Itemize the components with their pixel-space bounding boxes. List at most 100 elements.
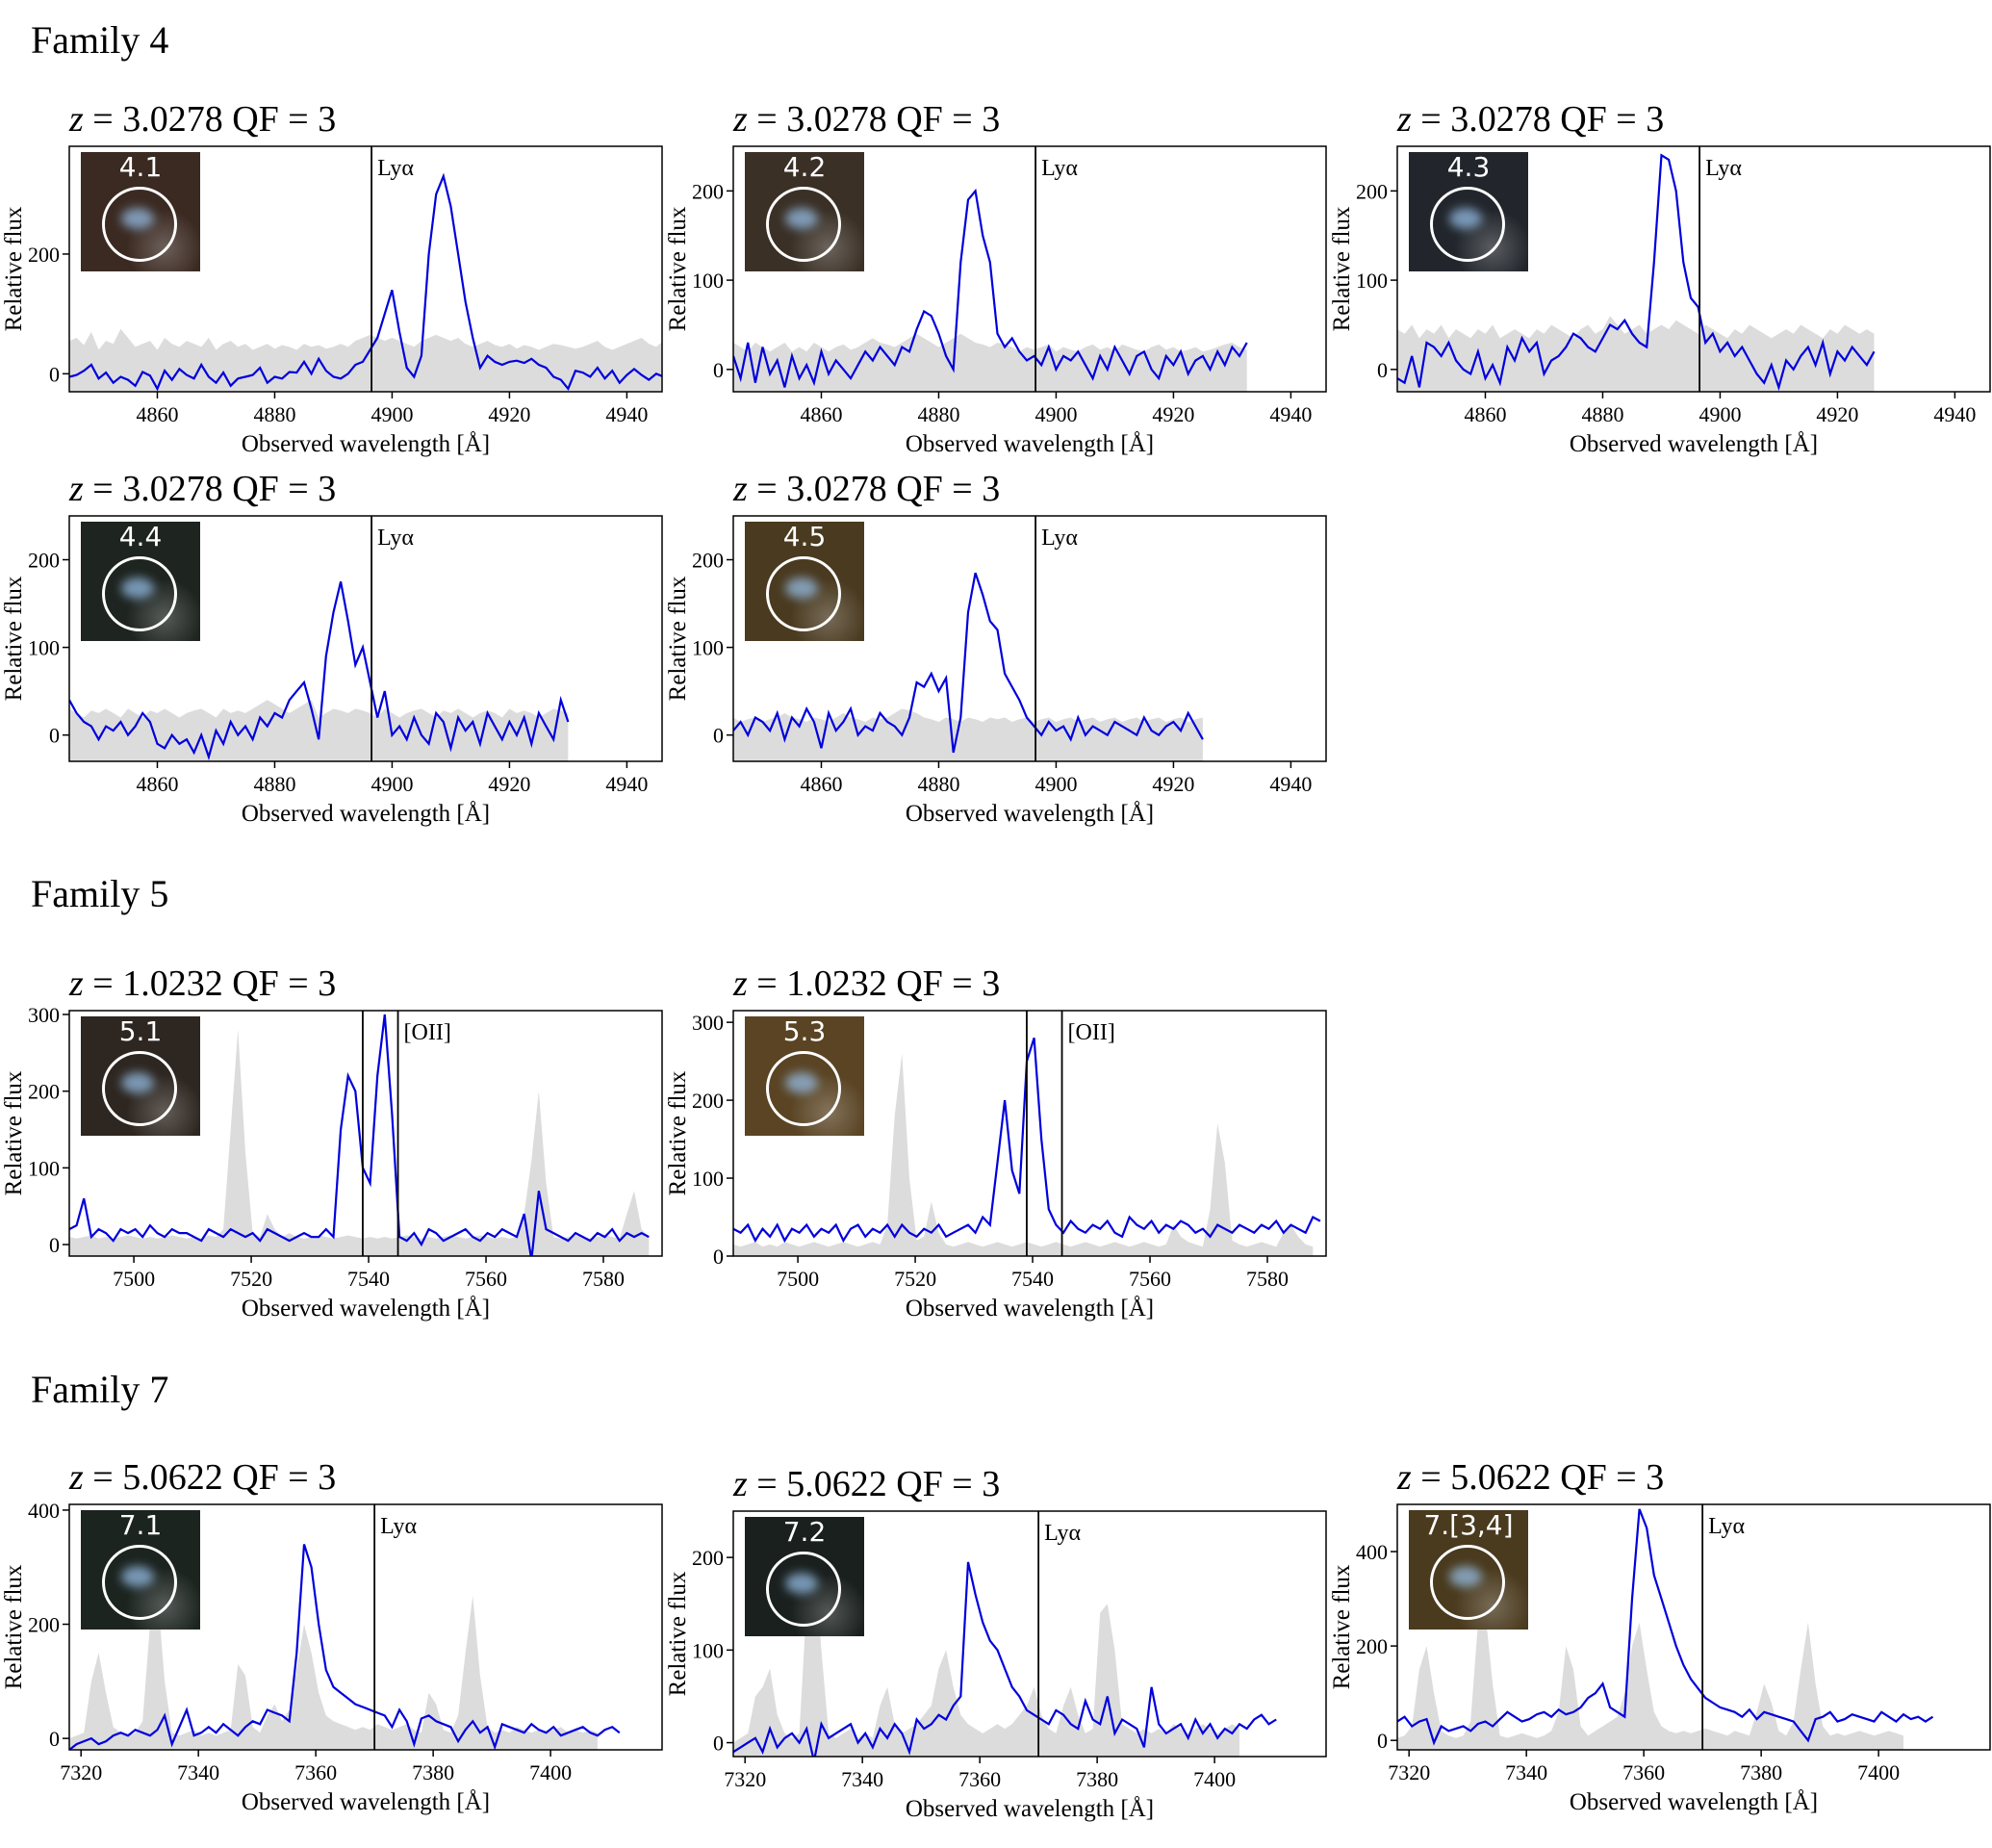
x-tick-label: 4860 (1464, 402, 1506, 426)
x-tick-label: 4940 (1933, 402, 1976, 426)
line-label: Lyα (377, 526, 414, 551)
spectrum-panel: z = 3.0278 QF = 3 Lyα 4860 4880 4900 4920 4940… (0, 469, 664, 853)
flux-line (69, 1544, 621, 1750)
x-axis-label: Observed wavelength [Å] (242, 1789, 490, 1815)
y-tick-label: 200 (28, 243, 60, 267)
family-heading-5: Family 5 (31, 872, 169, 915)
image-id-label: 7.[3,4] (1423, 1510, 1514, 1541)
redshift-qf-value: = 5.0622 QF = 3 (1411, 1457, 1665, 1498)
redshift-qf-value: = 3.0278 QF = 3 (83, 99, 337, 140)
x-tick-label: 7540 (347, 1267, 390, 1291)
line-label: Lyα (1708, 1514, 1745, 1539)
y-tick-label: 0 (713, 724, 724, 748)
flux-line (69, 581, 570, 761)
image-id-label: 4.4 (118, 522, 163, 552)
redshift-qf-value: = 1.0232 QF = 3 (747, 963, 1001, 1004)
spectrum-panel: z = 3.0278 QF = 3 Lyα 4860 4880 4900 4920 4940… (664, 99, 1328, 483)
y-tick-label: 300 (692, 1011, 724, 1035)
redshift-qf-value: = 3.0278 QF = 3 (747, 99, 1001, 140)
noise-band (1397, 316, 1875, 392)
x-tick-label: 7360 (958, 1767, 1001, 1791)
plot-frame (732, 1510, 1327, 1758)
aperture-circle (102, 556, 177, 631)
x-tick-label: 4900 (370, 402, 413, 426)
image-id-label: 4.5 (782, 522, 827, 552)
x-tick-label: 7400 (529, 1760, 572, 1784)
y-axis-label: Relative flux (1, 576, 27, 701)
line-label: [OII] (1068, 1020, 1115, 1045)
panel-title: z = 3.0278 QF = 3 (69, 468, 336, 510)
x-tick-label: 7320 (1388, 1760, 1430, 1784)
postage-stamp-image: 7.[3,4] (1409, 1510, 1528, 1630)
x-tick-label: 7560 (1129, 1267, 1171, 1291)
x-tick-label: 7360 (1622, 1760, 1665, 1784)
redshift-symbol: z (733, 963, 748, 1004)
y-tick-label: 0 (1377, 358, 1388, 382)
x-tick-label: 4940 (605, 402, 648, 426)
x-tick-label: 4860 (800, 772, 842, 796)
redshift-qf-value: = 5.0622 QF = 3 (747, 1464, 1001, 1504)
redshift-qf-value: = 5.0622 QF = 3 (83, 1457, 337, 1498)
spectrum-panel: z = 3.0278 QF = 3 Lyα 4860 4880 4900 4920 4940… (1328, 99, 1992, 483)
redshift-qf-value: = 3.0278 QF = 3 (747, 469, 1001, 509)
y-tick-label: 100 (692, 1638, 724, 1662)
flux-line (733, 572, 1204, 754)
y-axis-label: Relative flux (665, 1070, 691, 1195)
postage-stamp-image: 7.1 (81, 1510, 200, 1630)
aperture-circle (102, 1051, 177, 1126)
line-label: Lyα (1041, 156, 1078, 181)
panel-title: z = 1.0232 QF = 3 (69, 962, 336, 1005)
spectrum-panel: z = 5.0622 QF = 3 Lyα 7320 7340 7360 7380 7400… (664, 1464, 1328, 1848)
x-tick-label: 4920 (1816, 402, 1858, 426)
plot-frame (68, 515, 663, 762)
y-tick-label: 0 (49, 362, 60, 386)
x-tick-label: 7340 (1505, 1760, 1547, 1784)
spectrum-chart: Lyα 4860 4880 4900 4920 4940 0 100 200 Observed w… (1, 515, 663, 827)
x-tick-label: 7380 (1076, 1767, 1118, 1791)
panel-title: z = 1.0232 QF = 3 (733, 962, 1000, 1005)
x-tick-label: 4880 (1581, 402, 1623, 426)
y-axis-label: Relative flux (665, 206, 691, 331)
x-tick-label: 4860 (136, 772, 178, 796)
x-tick-label: 7520 (230, 1267, 272, 1291)
redshift-symbol: z (733, 99, 748, 140)
spectrum-panel: z = 1.0232 QF = 3 [OII] 7500 7520 7540 7560 75… (0, 963, 664, 1348)
y-tick-label: 200 (1356, 1634, 1388, 1658)
spectrum-chart: Lyα 7320 7340 7360 7380 7400 0 100 200 Observed w… (665, 1510, 1327, 1822)
aperture-circle (766, 556, 841, 631)
panel-title: z = 3.0278 QF = 3 (733, 468, 1000, 510)
redshift-symbol: z (1397, 99, 1412, 140)
y-axis-label: Relative flux (1329, 206, 1355, 331)
flux-line (69, 1014, 650, 1256)
y-axis-label: Relative flux (665, 576, 691, 701)
y-tick-label: 0 (713, 1245, 724, 1269)
x-tick-label: 7540 (1011, 1267, 1054, 1291)
spectrum-chart: Lyα 7320 7340 7360 7380 7400 0 200 400 Observed w… (1329, 1503, 1991, 1815)
y-tick-label: 0 (713, 358, 724, 382)
panel-title: z = 5.0622 QF = 3 (1397, 1456, 1664, 1499)
y-tick-label: 0 (49, 1727, 60, 1751)
x-tick-label: 7380 (412, 1760, 454, 1784)
x-tick-label: 4880 (917, 402, 959, 426)
line-label: Lyα (380, 1514, 417, 1539)
x-tick-label: 7400 (1857, 1760, 1900, 1784)
x-tick-label: 7520 (894, 1267, 936, 1291)
noise-band (733, 1557, 1239, 1757)
aperture-circle (1430, 187, 1505, 262)
x-tick-label: 4860 (800, 402, 842, 426)
image-id-label: 7.1 (118, 1510, 163, 1541)
spectrum-chart: Lyα 4860 4880 4900 4920 4940 0 100 200 Observed w… (665, 515, 1327, 827)
x-tick-label: 7340 (177, 1760, 219, 1784)
postage-stamp-image: 5.1 (81, 1016, 200, 1136)
aperture-circle (766, 1051, 841, 1126)
x-tick-label: 7320 (60, 1760, 102, 1784)
noise-band (733, 708, 1203, 761)
y-tick-label: 100 (28, 636, 60, 660)
redshift-symbol: z (1397, 1457, 1412, 1498)
x-tick-label: 4880 (253, 772, 295, 796)
x-tick-label: 4920 (488, 402, 530, 426)
y-tick-label: 200 (28, 1613, 60, 1637)
y-axis-label: Relative flux (665, 1571, 691, 1696)
line-label: Lyα (1044, 1521, 1081, 1546)
postage-stamp-image: 4.5 (745, 522, 864, 641)
